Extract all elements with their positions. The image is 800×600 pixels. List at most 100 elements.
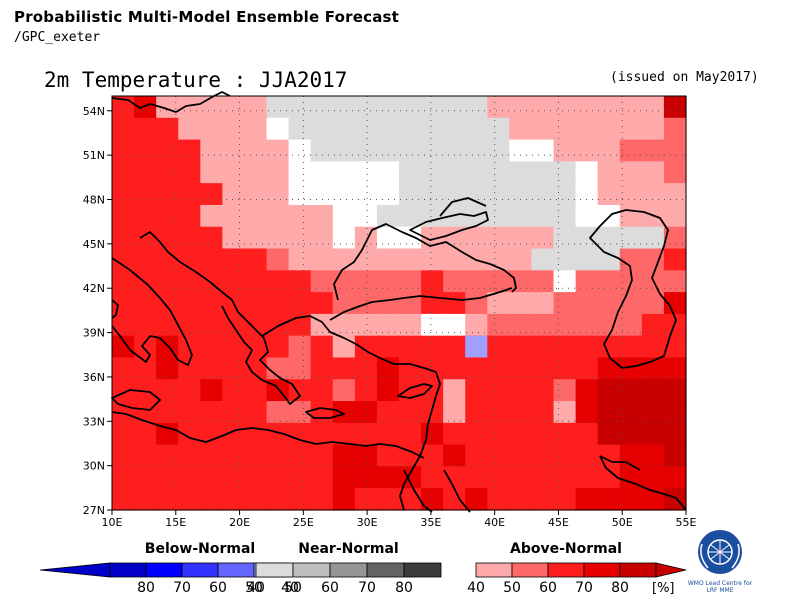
grid-cell xyxy=(531,226,555,250)
grid-cell xyxy=(266,422,290,446)
grid-cell xyxy=(575,226,599,250)
grid-cell xyxy=(509,248,533,271)
grid-cell xyxy=(134,226,157,250)
grid-cell xyxy=(112,357,135,380)
below-normal-label: 50 xyxy=(245,580,263,596)
grid-cell xyxy=(465,313,488,337)
grid-cell xyxy=(465,226,488,250)
lat-tick-label: 42N xyxy=(83,282,105,295)
grid-cell xyxy=(619,422,643,446)
grid-cell xyxy=(399,139,422,162)
grid-cell xyxy=(310,270,334,293)
grid-cell xyxy=(663,270,687,293)
grid-cell xyxy=(134,270,157,293)
near-normal-label: 70 xyxy=(358,580,376,596)
grid-cell xyxy=(134,117,157,141)
grid-cell xyxy=(465,335,488,358)
grid-cell xyxy=(509,117,533,141)
grid-cell xyxy=(619,357,643,380)
grid-cell xyxy=(597,422,621,446)
grid-cell xyxy=(200,357,223,380)
grid-cell xyxy=(244,401,268,424)
grid-cell xyxy=(266,139,290,162)
grid-cell xyxy=(663,226,687,250)
grid-cell xyxy=(597,379,621,402)
grid-cell xyxy=(509,313,533,337)
grid-cell xyxy=(421,488,444,511)
grid-cell xyxy=(310,335,334,359)
axis-ticks: 10E 15E 20E 25E 30E 35E 40E 45E 50E 55E 54N 51N 48N 4… xyxy=(83,105,697,529)
grid-cell xyxy=(487,270,510,293)
grid-cell xyxy=(443,161,466,184)
grid-cell xyxy=(641,226,665,250)
grid-cell xyxy=(244,226,268,250)
near-normal-swatch xyxy=(329,562,368,578)
grid-cell xyxy=(509,444,533,468)
grid-cell xyxy=(112,466,135,489)
above-normal-arrow xyxy=(655,562,687,578)
grid-cell xyxy=(376,466,400,489)
grid-cell xyxy=(178,117,201,141)
grid-cell xyxy=(178,466,201,489)
grid-cell xyxy=(443,357,466,380)
grid-cell xyxy=(200,204,223,228)
grid-cell xyxy=(332,226,356,250)
grid-cell xyxy=(376,401,400,424)
grid-cell xyxy=(112,335,135,359)
grid-cell xyxy=(443,444,466,468)
grid-cell xyxy=(134,139,157,162)
grid-cell xyxy=(178,444,201,468)
grid-cell xyxy=(332,466,356,489)
grid-cell xyxy=(553,335,577,359)
grid-cell xyxy=(178,161,201,184)
grid-cell xyxy=(244,357,268,380)
grid-cell xyxy=(354,226,378,250)
grid-cell xyxy=(200,96,223,119)
grid-cell xyxy=(399,270,422,293)
grid-cell xyxy=(244,117,268,141)
lat-tick-label: 27N xyxy=(83,504,105,517)
grid-cell xyxy=(178,204,201,228)
grid-cell xyxy=(641,139,665,162)
grid-cell xyxy=(376,204,400,228)
grid-cell xyxy=(310,401,334,424)
grid-cell xyxy=(266,357,290,380)
grid-cell xyxy=(487,401,510,424)
lat-tick-label: 51N xyxy=(83,149,105,162)
grid-cell xyxy=(112,204,135,228)
grid-cell xyxy=(487,96,510,119)
logo-text-line1: WMO Lead Centre for xyxy=(688,580,753,587)
grid-cell xyxy=(222,96,246,119)
near-normal-swatch xyxy=(292,562,331,578)
grid-cell xyxy=(288,204,312,228)
grid-cell xyxy=(465,204,488,228)
grid-cell xyxy=(575,379,599,402)
grid-cell xyxy=(354,335,378,359)
below-normal-swatch xyxy=(145,562,183,578)
grid-cell xyxy=(310,379,334,402)
wmo-logo: WMO Lead Centre for LRF MME xyxy=(688,530,753,594)
grid-cell xyxy=(553,313,577,337)
grid-cell xyxy=(465,379,488,402)
lat-tick-label: 36N xyxy=(83,371,105,384)
grid-cell xyxy=(443,96,466,119)
grid-cell xyxy=(134,488,157,511)
grid-cell xyxy=(509,401,533,424)
lat-tick-label: 54N xyxy=(83,105,105,118)
lon-tick-label: 45E xyxy=(548,516,569,529)
grid-cell xyxy=(509,270,533,293)
grid-cell xyxy=(310,488,334,511)
grid-cell xyxy=(509,139,533,162)
grid-cell xyxy=(310,161,334,184)
grid-cell xyxy=(244,422,268,446)
map-frame xyxy=(111,95,687,511)
grid-cell xyxy=(332,96,356,119)
grid-cell xyxy=(288,401,312,424)
grid-cell xyxy=(244,248,268,271)
grid-cell xyxy=(487,488,510,511)
below-normal-arrow xyxy=(39,562,111,578)
grid-cell xyxy=(266,292,290,315)
grid-cell xyxy=(641,117,665,141)
grid-cell xyxy=(531,117,555,141)
grid-cell xyxy=(310,183,334,206)
